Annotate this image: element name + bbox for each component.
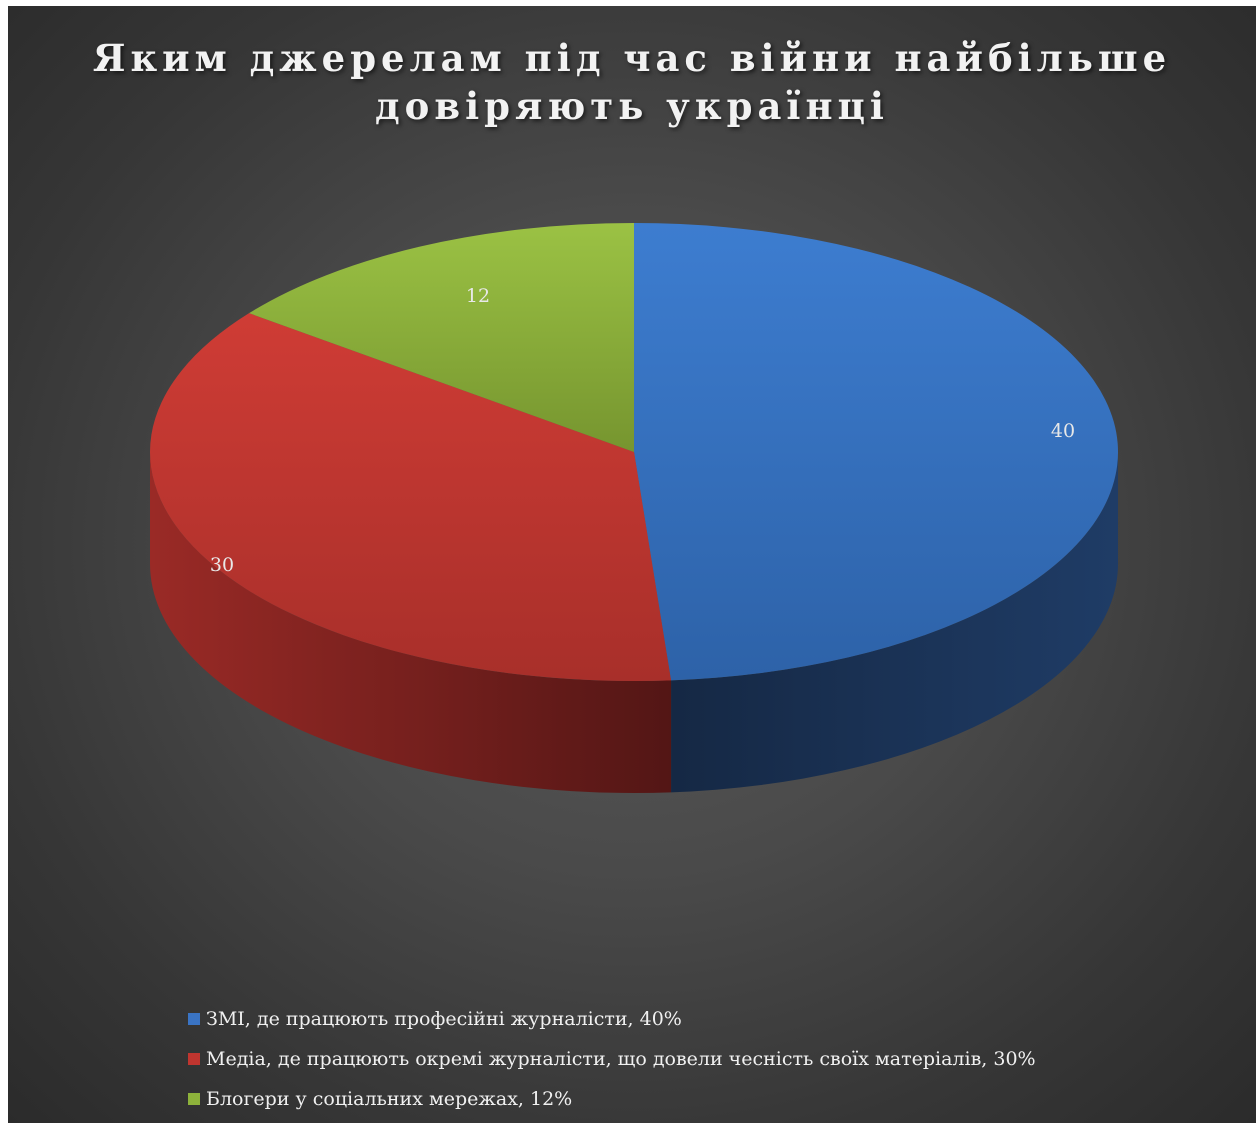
data-label-media: 30	[210, 554, 234, 576]
legend-item-bloggers: Блогери у соціальних мережах, 12%	[188, 1079, 1036, 1119]
pie-slice-media	[150, 313, 672, 681]
pie-side-zmi	[671, 452, 1118, 793]
pie-slice-zmi	[634, 223, 1118, 681]
legend-label-bloggers: Блогери у соціальних мережах, 12%	[206, 1088, 573, 1110]
pie-tops	[150, 222, 1118, 681]
data-label-bloggers: 12	[466, 285, 490, 307]
chart-title: Яким джерелам під час війни найбільше до…	[8, 34, 1256, 130]
legend-item-media: Медіа, де працюють окремі журналісти, що…	[188, 1039, 1036, 1079]
legend-swatch-blue	[188, 1013, 200, 1025]
chart-area: Яким джерелам під час війни найбільше до…	[8, 6, 1256, 1123]
legend-label-zmi: ЗМІ, де працюють професійні журналісти, …	[206, 1008, 682, 1030]
legend-label-media: Медіа, де працюють окремі журналісти, що…	[206, 1048, 1036, 1070]
chart-legend: ЗМІ, де працюють професійні журналісти, …	[188, 999, 1036, 1119]
pie-slice-bloggers	[249, 222, 634, 452]
chart-title-line-2: довіряють українці	[375, 84, 889, 128]
pie-chart: 40 30 12	[149, 222, 1118, 793]
legend-swatch-red	[188, 1053, 200, 1065]
data-label-zmi: 40	[1051, 420, 1075, 442]
pie-sides	[149, 452, 1118, 793]
legend-swatch-green	[188, 1093, 200, 1105]
pie-data-labels: 40 30 12	[210, 285, 1075, 576]
chart-title-line-1: Яким джерелам під час війни найбільше	[92, 36, 1172, 80]
legend-item-zmi: ЗМІ, де працюють професійні журналісти, …	[188, 999, 1036, 1039]
pie-side-media	[149, 452, 672, 793]
